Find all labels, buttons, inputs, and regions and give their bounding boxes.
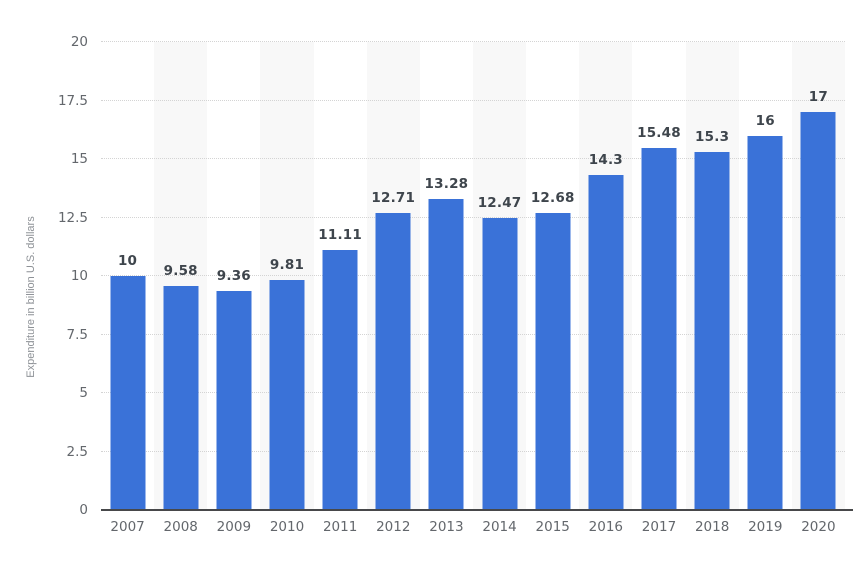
- plot-column-2019: 16: [739, 42, 792, 510]
- bar-2009: [216, 290, 252, 510]
- bar-2010: [269, 280, 305, 510]
- plot-column-2008: 9.58: [154, 42, 208, 510]
- value-label-2013: 13.28: [424, 176, 469, 193]
- y-tick-label-10: 10: [70, 268, 88, 284]
- x-tick-label-2020: 2020: [801, 519, 836, 535]
- bar-2013: [428, 199, 464, 510]
- y-tick-label-20: 20: [70, 34, 88, 50]
- x-tick-label-2010: 2010: [269, 519, 305, 535]
- plot-area: 10 9.58 9.36 9.81 11.11 12.71 13.28 12.47 12.68 1…: [101, 41, 845, 510]
- value-label-2017: 15.48: [637, 124, 681, 141]
- value-label-2010: 9.81: [269, 257, 305, 274]
- plot-column-2013: 13.28: [420, 42, 473, 510]
- bar-2019: [747, 135, 783, 510]
- bar-2012: [375, 212, 411, 510]
- value-label-2016: 14.3: [588, 152, 623, 169]
- bar-2020: [800, 112, 836, 510]
- bar-2008: [163, 285, 199, 510]
- x-tick-label-2009: 2009: [216, 519, 252, 535]
- y-axis-labels: 0 2.5 5 7.5 10 12.5 15 17.5 20: [0, 34, 88, 518]
- plot-column-2018: 15.3: [685, 42, 739, 510]
- bar-2015: [535, 213, 571, 510]
- x-tick-label-2019: 2019: [748, 519, 783, 535]
- y-tick-label-5: 5: [79, 385, 88, 401]
- value-label-2009: 9.36: [216, 267, 251, 284]
- y-tick-label-0: 0: [79, 502, 88, 518]
- plot-column-2007: 10: [101, 42, 154, 510]
- columns: 10 9.58 9.36 9.81 11.11 12.71 13.28 12.47 12.68 1…: [101, 42, 845, 510]
- bar-2011: [322, 250, 358, 510]
- value-label-2014: 12.47: [477, 195, 522, 212]
- x-tick-label-2013: 2013: [429, 519, 464, 535]
- y-tick-label-7.5: 7.5: [66, 326, 88, 343]
- value-label-2020: 17: [808, 89, 828, 106]
- x-tick-label-2008: 2008: [163, 519, 198, 535]
- x-tick-label-2017: 2017: [641, 519, 677, 535]
- value-label-2008: 9.58: [163, 262, 198, 279]
- x-axis-line: [101, 509, 853, 511]
- value-label-2011: 11.11: [318, 227, 362, 244]
- bar-2018: [694, 151, 730, 510]
- bar-2007: [110, 276, 146, 510]
- y-tick-label-17.5: 17.5: [57, 92, 88, 109]
- plot-column-2014: 12.47: [472, 42, 527, 510]
- plot-column-2011: 11.11: [314, 42, 367, 510]
- bar-2016: [588, 175, 624, 510]
- plot-column-2010: 9.81: [260, 42, 314, 510]
- bar-2014: [482, 218, 518, 510]
- plot-column-2009: 9.36: [207, 42, 260, 510]
- x-tick-label-2015: 2015: [535, 519, 570, 535]
- plot-column-2015: 12.68: [526, 42, 579, 510]
- x-tick-label-2007: 2007: [110, 519, 145, 535]
- plot-column-2016: 14.3: [579, 42, 633, 510]
- x-tick-label-2016: 2016: [588, 519, 624, 535]
- y-tick-label-12.5: 12.5: [57, 209, 88, 226]
- plot-column-2020: 17: [791, 42, 845, 510]
- value-label-2015: 12.68: [530, 190, 575, 207]
- value-label-2012: 12.71: [371, 189, 416, 206]
- x-tick-label-2012: 2012: [376, 519, 411, 535]
- plot-column-2017: 15.48: [632, 42, 685, 510]
- plot-column-2012: 12.71: [366, 42, 420, 510]
- x-axis-labels: 2007 2008 2009 2010 2011 2012 2013 2014 2015 2016…: [101, 519, 845, 535]
- value-label-2019: 16: [755, 112, 775, 129]
- value-label-2007: 10: [117, 253, 138, 269]
- x-tick-label-2011: 2011: [322, 519, 358, 535]
- x-tick-label-2018: 2018: [694, 519, 730, 535]
- value-label-2018: 15.3: [695, 128, 730, 145]
- bar-2017: [641, 147, 677, 510]
- x-tick-label-2014: 2014: [482, 519, 517, 535]
- y-tick-label-15: 15: [70, 151, 88, 167]
- y-tick-label-2.5: 2.5: [66, 443, 88, 460]
